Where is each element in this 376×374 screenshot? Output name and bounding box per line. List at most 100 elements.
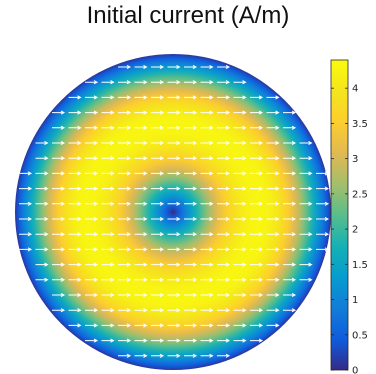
current-arrow — [85, 232, 99, 237]
current-arrow — [167, 64, 181, 70]
current-arrow — [299, 262, 313, 267]
current-arrow — [217, 201, 231, 206]
current-arrow — [101, 80, 115, 85]
current-arrow — [250, 247, 264, 252]
current-arrow — [233, 80, 247, 85]
current-arrow — [283, 110, 297, 115]
current-arrow — [19, 171, 33, 176]
current-arrow — [217, 262, 231, 267]
current-arrow — [233, 292, 247, 298]
current-arrow — [134, 110, 148, 115]
current-arrow — [118, 156, 132, 161]
colorbar-tick-label: 4 — [352, 84, 358, 95]
current-arrow — [217, 95, 231, 100]
current-arrow — [200, 64, 214, 70]
colorbar-tick-label: 1.5 — [352, 260, 368, 271]
current-arrow — [266, 171, 280, 176]
current-arrow — [151, 64, 165, 70]
current-arrow — [200, 232, 214, 237]
current-arrow — [200, 277, 214, 282]
current-arrow — [200, 110, 214, 115]
current-arrow — [19, 201, 33, 206]
current-arrow — [250, 262, 264, 267]
current-arrow — [151, 216, 165, 222]
current-arrow — [101, 247, 115, 252]
current-arrow — [217, 64, 231, 70]
current-arrow — [184, 125, 198, 130]
current-arrow — [167, 247, 181, 252]
current-arrow — [283, 140, 297, 146]
current-arrow — [134, 80, 148, 85]
current-arrow — [266, 232, 280, 237]
current-arrow — [85, 110, 99, 115]
current-arrow — [35, 262, 49, 267]
current-arrow — [35, 201, 49, 206]
current-arrow — [217, 292, 231, 298]
current-arrow — [118, 110, 132, 115]
current-arrow — [283, 308, 297, 313]
current-arrow — [266, 140, 280, 146]
current-arrow — [118, 186, 132, 191]
current-arrow — [118, 95, 132, 100]
current-arrow — [118, 323, 132, 328]
current-arrow — [118, 201, 132, 206]
current-arrow — [184, 338, 198, 343]
current-arrow — [184, 262, 198, 267]
current-arrow — [250, 95, 264, 100]
current-arrow — [217, 216, 231, 222]
current-arrow — [85, 323, 99, 328]
current-arrow — [52, 186, 66, 191]
current-arrow — [167, 201, 181, 206]
current-arrow — [85, 247, 99, 252]
current-arrow — [101, 277, 115, 282]
current-arrow — [134, 247, 148, 252]
current-arrow — [299, 171, 313, 176]
current-arrow — [151, 232, 165, 237]
current-arrow — [233, 171, 247, 176]
current-arrow — [233, 125, 247, 130]
current-arrow — [101, 216, 115, 222]
current-arrow — [200, 292, 214, 298]
current-arrow — [134, 95, 148, 100]
current-arrow — [200, 353, 214, 358]
current-arrow — [200, 201, 214, 206]
current-arrow — [283, 186, 297, 191]
current-arrow — [299, 232, 313, 237]
current-arrow — [299, 156, 313, 161]
current-arrow — [217, 308, 231, 313]
current-arrow — [266, 156, 280, 161]
current-arrow — [35, 186, 49, 191]
current-arrow — [283, 247, 297, 252]
current-arrow — [85, 338, 99, 343]
current-arrow — [101, 140, 115, 146]
current-arrow — [101, 323, 115, 328]
current-arrow — [151, 186, 165, 191]
current-arrow — [52, 247, 66, 252]
current-arrow — [151, 247, 165, 252]
current-arrow — [167, 308, 181, 313]
current-arrow — [316, 201, 330, 206]
current-arrow — [316, 232, 330, 237]
current-arrow — [184, 80, 198, 85]
current-arrow — [52, 216, 66, 222]
current-arrow — [85, 95, 99, 100]
current-arrow — [85, 171, 99, 176]
current-arrow — [19, 232, 33, 237]
current-arrow — [118, 125, 132, 130]
current-arrow — [266, 277, 280, 282]
current-arrow — [217, 353, 231, 358]
current-arrow — [101, 201, 115, 206]
current-arrow — [217, 125, 231, 130]
current-arrow — [200, 125, 214, 130]
current-arrow — [316, 186, 330, 191]
current-arrow — [151, 140, 165, 146]
current-arrow — [118, 216, 132, 222]
current-arrow — [167, 232, 181, 237]
current-arrow — [217, 338, 231, 343]
current-arrow — [68, 95, 82, 100]
current-arrow — [283, 156, 297, 161]
current-arrow — [250, 308, 264, 313]
current-arrow — [134, 323, 148, 328]
current-arrow — [52, 201, 66, 206]
